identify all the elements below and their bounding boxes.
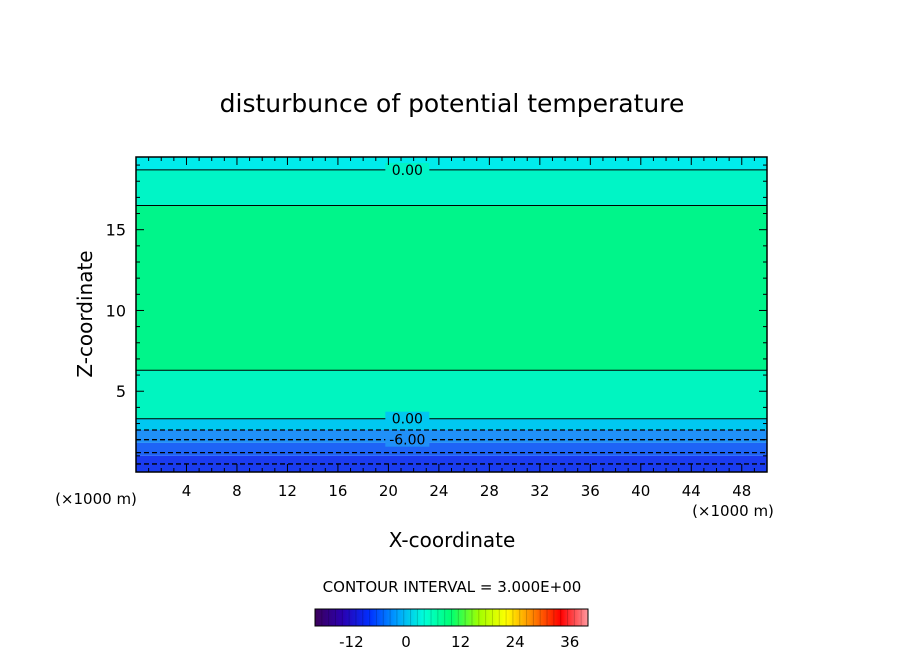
x-tick-label: 24 (429, 482, 448, 500)
y-tick-label: 10 (106, 301, 126, 320)
colorbar-tick-label: -12 (339, 633, 364, 651)
x-tick-label: 48 (732, 482, 751, 500)
colorbar-tick-label: 36 (560, 633, 579, 651)
colorbar-tick-label: 24 (506, 633, 525, 651)
x-axis-label: X-coordinate (389, 528, 516, 552)
field-band-1 (136, 442, 767, 456)
field-band-5 (136, 205, 767, 371)
x-tick-label: 32 (530, 482, 549, 500)
x-tick-label: 4 (182, 482, 192, 500)
field-band-6 (136, 169, 767, 206)
x-tick-label: 28 (480, 482, 499, 500)
contour-interval-label: CONTOUR INTERVAL = 3.000E+00 (323, 578, 582, 596)
contour-label-3: 0.00 (392, 412, 423, 428)
x-tick-label: 20 (379, 482, 398, 500)
colorbar-tick-label: 12 (451, 633, 470, 651)
x-tick-label: 40 (631, 482, 650, 500)
field-band-3 (136, 418, 767, 430)
colorbar: -12 0 12 24 36 (314, 608, 589, 651)
y-tick-label: 5 (116, 382, 126, 401)
x-tick-label: 16 (328, 482, 347, 500)
x-tick-label: 12 (278, 482, 297, 500)
x-unit-right: (×1000 m) (692, 502, 774, 520)
y-tick-label: 15 (106, 221, 126, 240)
chart-title: disturbunce of potential temperature (220, 89, 685, 118)
x-tick-label: 44 (682, 482, 701, 500)
x-unit-left: (×1000 m) (55, 490, 137, 508)
y-axis-label: Z-coordinate (73, 250, 97, 377)
field-band-2 (136, 430, 767, 443)
colorbar-tick-label: 0 (401, 633, 411, 651)
contour-label-5: -6.00 (389, 433, 425, 449)
x-tick-label: 36 (581, 482, 600, 500)
contour-label-0: 0.00 (392, 163, 423, 179)
x-tick-label: 8 (232, 482, 242, 500)
plot-area: 0.000.00-6.00 4 8 12 16 20 24 28 32 36 40 44 485101… (106, 156, 768, 500)
field-band-7 (136, 157, 767, 170)
field-band-4 (136, 370, 767, 419)
